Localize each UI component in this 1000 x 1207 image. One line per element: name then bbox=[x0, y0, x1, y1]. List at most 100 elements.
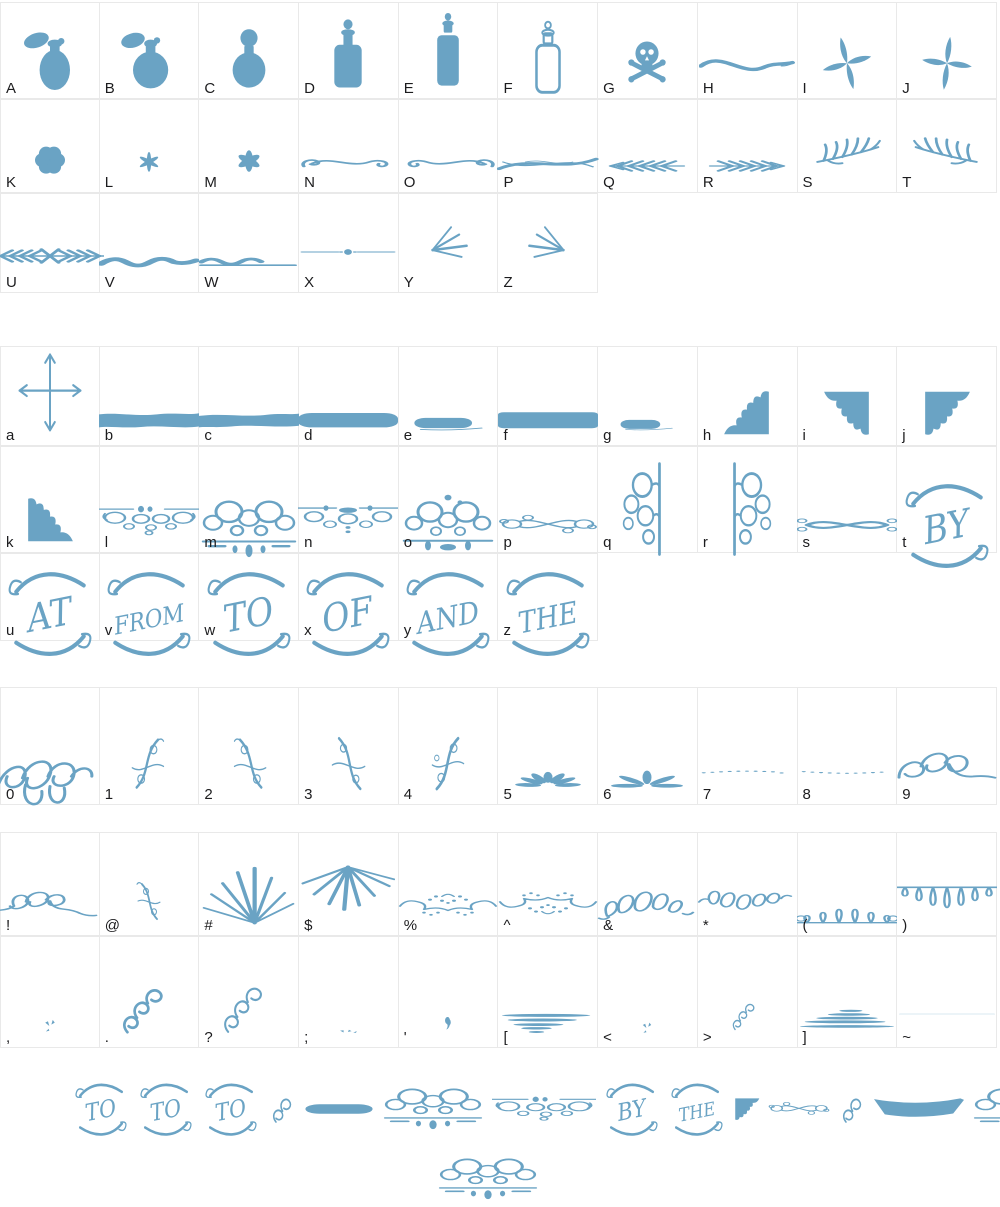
glyph-cell-label: B bbox=[104, 80, 115, 97]
glyph-cell-line-diamond: X bbox=[299, 193, 399, 293]
glyph-cell-label: < bbox=[603, 1029, 612, 1046]
glyph-cell-loop-zigzag-2: * bbox=[697, 832, 798, 936]
swash-curl-2-glyph bbox=[400, 140, 496, 184]
glyph-cell-label: % bbox=[403, 917, 418, 934]
palm-frond-glyph bbox=[808, 126, 886, 188]
feather-right-glyph bbox=[701, 144, 793, 188]
loop-scribble-glyph bbox=[0, 742, 101, 824]
glyph-cell-asterisk-thin: L bbox=[99, 99, 200, 193]
glyph-cell-petal-burst-2: 6 bbox=[598, 687, 698, 805]
bottle-outline-glyph bbox=[512, 10, 584, 94]
leaf-cluster-glyph bbox=[817, 30, 877, 94]
skull-crossbones-glyph bbox=[613, 24, 681, 94]
brush-band-2-glyph bbox=[198, 403, 299, 441]
palm-frond-2-glyph bbox=[908, 126, 986, 188]
glyph-cell-label: ( bbox=[802, 917, 808, 934]
glyph-cell-label: [ bbox=[503, 1029, 508, 1046]
scroll-cartouche-glyph bbox=[768, 1093, 830, 1125]
glyph-cell-feather-divider: U bbox=[0, 193, 104, 293]
word-glyph: AND bbox=[401, 560, 495, 666]
flourish-1-glyph bbox=[121, 730, 177, 800]
sparkle-2-glyph bbox=[632, 1013, 662, 1043]
dotted-arc-2-glyph bbox=[800, 760, 894, 786]
glyph-cell-label: k bbox=[6, 534, 14, 551]
petal-burst-2-glyph bbox=[597, 758, 697, 800]
glyph-cell-label: O bbox=[403, 174, 416, 191]
glyph-cell-label: y bbox=[403, 622, 412, 639]
glyph-cell-swash-curl-2: O bbox=[398, 99, 499, 193]
svg-text:BY: BY bbox=[615, 1094, 651, 1127]
glyph-cell-label: q bbox=[603, 534, 612, 551]
section-digits: 0 1 2 3 4 5 6 7 8 9 bbox=[0, 687, 1000, 806]
svg-text:TO: TO bbox=[220, 588, 276, 642]
burst-left-glyph bbox=[417, 216, 479, 278]
glyph-cell-label: p bbox=[503, 534, 512, 551]
glyph-row: ,.?; ' [< >] ~ bbox=[0, 936, 1000, 1048]
word-glyph: AT bbox=[3, 560, 97, 666]
wave-ribbon-line-glyph bbox=[198, 242, 299, 282]
glyph-cell-label: 4 bbox=[403, 786, 413, 803]
glyph-cell-label: ! bbox=[6, 917, 11, 934]
glyph-cell-label: s bbox=[802, 534, 811, 551]
glyph-cell-leaf-cluster: I bbox=[797, 2, 898, 99]
solid-band-glyph bbox=[304, 1097, 374, 1121]
glyph-cell-loop-zigzag: & bbox=[598, 832, 698, 936]
glyph-cell-label: ] bbox=[802, 1029, 807, 1046]
scallop-corner-br-glyph bbox=[721, 385, 773, 441]
glyph-cell-label: Z bbox=[503, 274, 513, 291]
glyph-cell-thin-line: ~ bbox=[897, 936, 997, 1048]
glyph-cell-label: l bbox=[104, 534, 109, 551]
flourish-2-glyph bbox=[221, 730, 277, 800]
glyph-cell-flourish-4: 4 bbox=[398, 687, 499, 805]
cross-arrows-glyph bbox=[10, 351, 90, 441]
sparkle-glyph bbox=[33, 1009, 67, 1043]
glyph-cell-word: u AT bbox=[0, 553, 100, 656]
glyph-cell-brush-band-small: g bbox=[598, 346, 698, 446]
sparkle-small-glyph bbox=[326, 1021, 370, 1043]
glyph-cell-label: d bbox=[304, 427, 313, 444]
glyph-cell-label: E bbox=[403, 80, 414, 97]
svg-text:TO: TO bbox=[83, 1094, 118, 1127]
glyph-cell-label: w bbox=[204, 622, 216, 639]
glyph-cell-spiral-ribbon-bold: . bbox=[99, 936, 200, 1048]
glyph-cell-scroll-border: l bbox=[99, 446, 200, 553]
section-lowercase: a b c d e f g h i j k l m n o p q r s t BY u AT v FROM w TO x OF y AND… bbox=[0, 346, 1000, 656]
glyph-cell-loop-scribble: 0 bbox=[0, 687, 100, 806]
word-glyph: TO bbox=[137, 1076, 195, 1142]
glyph-cell-label: J bbox=[902, 80, 910, 97]
scallop-corner-tl-glyph bbox=[921, 385, 973, 441]
bottle-ball-stopper-glyph bbox=[210, 14, 288, 94]
brush-band-small-glyph bbox=[614, 409, 680, 441]
glyph-cell-wave-dots-up: ^ bbox=[498, 832, 599, 936]
scroll-border-glyph bbox=[492, 1087, 596, 1131]
swash-snake-glyph bbox=[699, 38, 796, 94]
glyph-cell-label: n bbox=[304, 534, 313, 551]
glyph-cell-dotted-arc: 7 bbox=[697, 687, 798, 805]
petal-burst-glyph bbox=[498, 758, 598, 800]
glyph-cell-scroll-cartouche: p bbox=[498, 446, 599, 553]
spiral-ribbon-bold-glyph bbox=[119, 983, 179, 1043]
ribbon-banner-glyph bbox=[874, 1090, 964, 1128]
glyph-cell-word: x OF bbox=[299, 553, 399, 656]
glyph-cell-wave-ribbon: V bbox=[99, 193, 200, 293]
scallop-corner-tl-glyph bbox=[733, 1095, 761, 1123]
glyph-cell-ray-burst-up: # bbox=[199, 832, 300, 936]
loop-scribble-2-glyph bbox=[897, 738, 997, 800]
glyph-cell-bottle-outline: F bbox=[498, 2, 599, 99]
glyph-cell-dotted-arc-2: 8 bbox=[797, 687, 898, 805]
glyph-cell-label: A bbox=[6, 80, 17, 97]
glyph-cell-flourish-1: 1 bbox=[99, 687, 200, 805]
glyph-cell-label: V bbox=[104, 274, 115, 291]
glyph-cell-scroll-crown-dots: o bbox=[398, 446, 499, 553]
glyph-cell-bottle-atomizer-round: B bbox=[99, 2, 200, 99]
glyph-cell-label: 1 bbox=[104, 786, 114, 803]
glyph-cell-scroll-border-diamond: n bbox=[298, 446, 399, 553]
text-preview: TO TO TO BY THE bbox=[0, 1069, 1000, 1207]
glyph-cell-wave-ribbon-line: W bbox=[198, 193, 300, 293]
comma-glyph bbox=[437, 1011, 459, 1043]
glyph-cell-brush-band-round: d bbox=[298, 346, 399, 446]
swash-twist-glyph bbox=[496, 138, 599, 186]
glyph-row: A B C D E F G H I J bbox=[0, 2, 1000, 99]
ray-burst-up-glyph bbox=[202, 863, 296, 931]
glyph-cell-label: 5 bbox=[503, 786, 512, 803]
